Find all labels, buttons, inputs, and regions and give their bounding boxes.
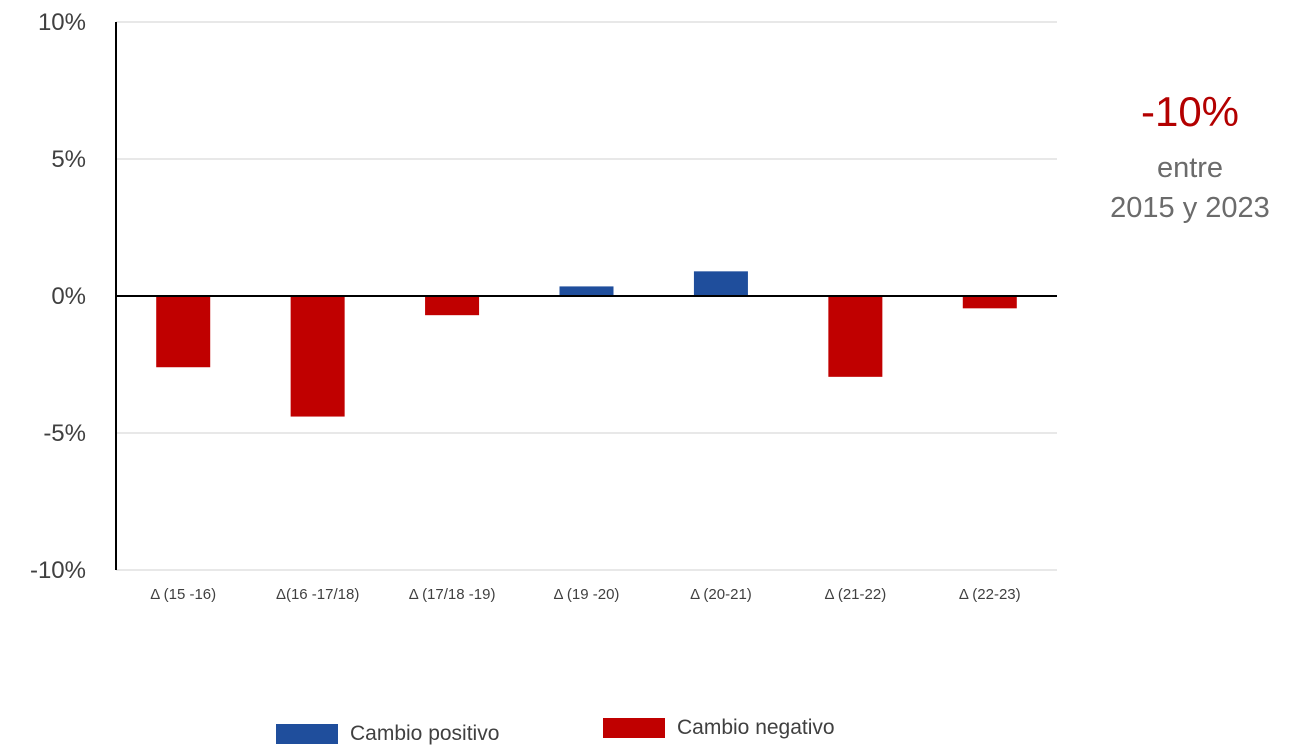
y-tick-label: -10%: [30, 557, 86, 584]
y-tick-label: 0%: [51, 283, 86, 310]
legend-item-positive: Cambio positivo: [276, 722, 499, 746]
y-tick-label: -5%: [43, 420, 86, 447]
x-tick-label: Δ (19 -20): [554, 586, 620, 603]
legend-label-positive: Cambio positivo: [350, 722, 500, 745]
bar: [559, 286, 614, 296]
y-tick-label: 10%: [38, 9, 86, 36]
legend-label-negative: Cambio negativo: [677, 716, 835, 739]
bar: [290, 296, 345, 417]
legend-swatch-positive: [276, 724, 338, 744]
summary-value: -10%: [1140, 88, 1240, 135]
x-tick-label: Δ (15 -16): [150, 586, 216, 603]
summary-period-line-1: entre: [1156, 152, 1224, 184]
legend-item-negative: Cambio negativo: [603, 716, 835, 740]
bar: [425, 296, 480, 316]
summary-period-line-2: 2015 y 2023: [1110, 192, 1270, 224]
x-tick-label: Δ (17/18 -19): [409, 586, 496, 603]
bar-chart: 10% 5% 0% -5% -10% Δ (15 -16) Δ(16 -17/18) Δ (1…: [30, 9, 1057, 603]
legend: Cambio positivo Cambio negativo: [0, 716, 1301, 748]
bar: [828, 296, 883, 377]
y-tick-label: 5%: [51, 146, 86, 173]
bar: [156, 296, 211, 368]
x-tick-label: Δ (21-22): [824, 586, 886, 603]
legend-swatch-negative: [603, 718, 665, 738]
summary-panel: -10% entre 2015 y 2023: [1080, 86, 1300, 228]
x-tick-label: Δ (22-23): [959, 586, 1021, 603]
bar: [693, 271, 748, 296]
bar: [962, 296, 1017, 309]
x-tick-label: Δ(16 -17/18): [276, 586, 359, 603]
x-tick-label: Δ (20-21): [690, 586, 752, 603]
